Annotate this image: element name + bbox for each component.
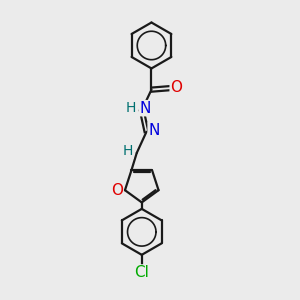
Text: N: N [148,123,160,138]
Text: H: H [123,144,133,158]
Text: Cl: Cl [134,265,149,280]
Text: N: N [140,101,151,116]
Text: O: O [111,183,123,198]
Text: O: O [170,80,182,95]
Text: H: H [125,101,136,115]
